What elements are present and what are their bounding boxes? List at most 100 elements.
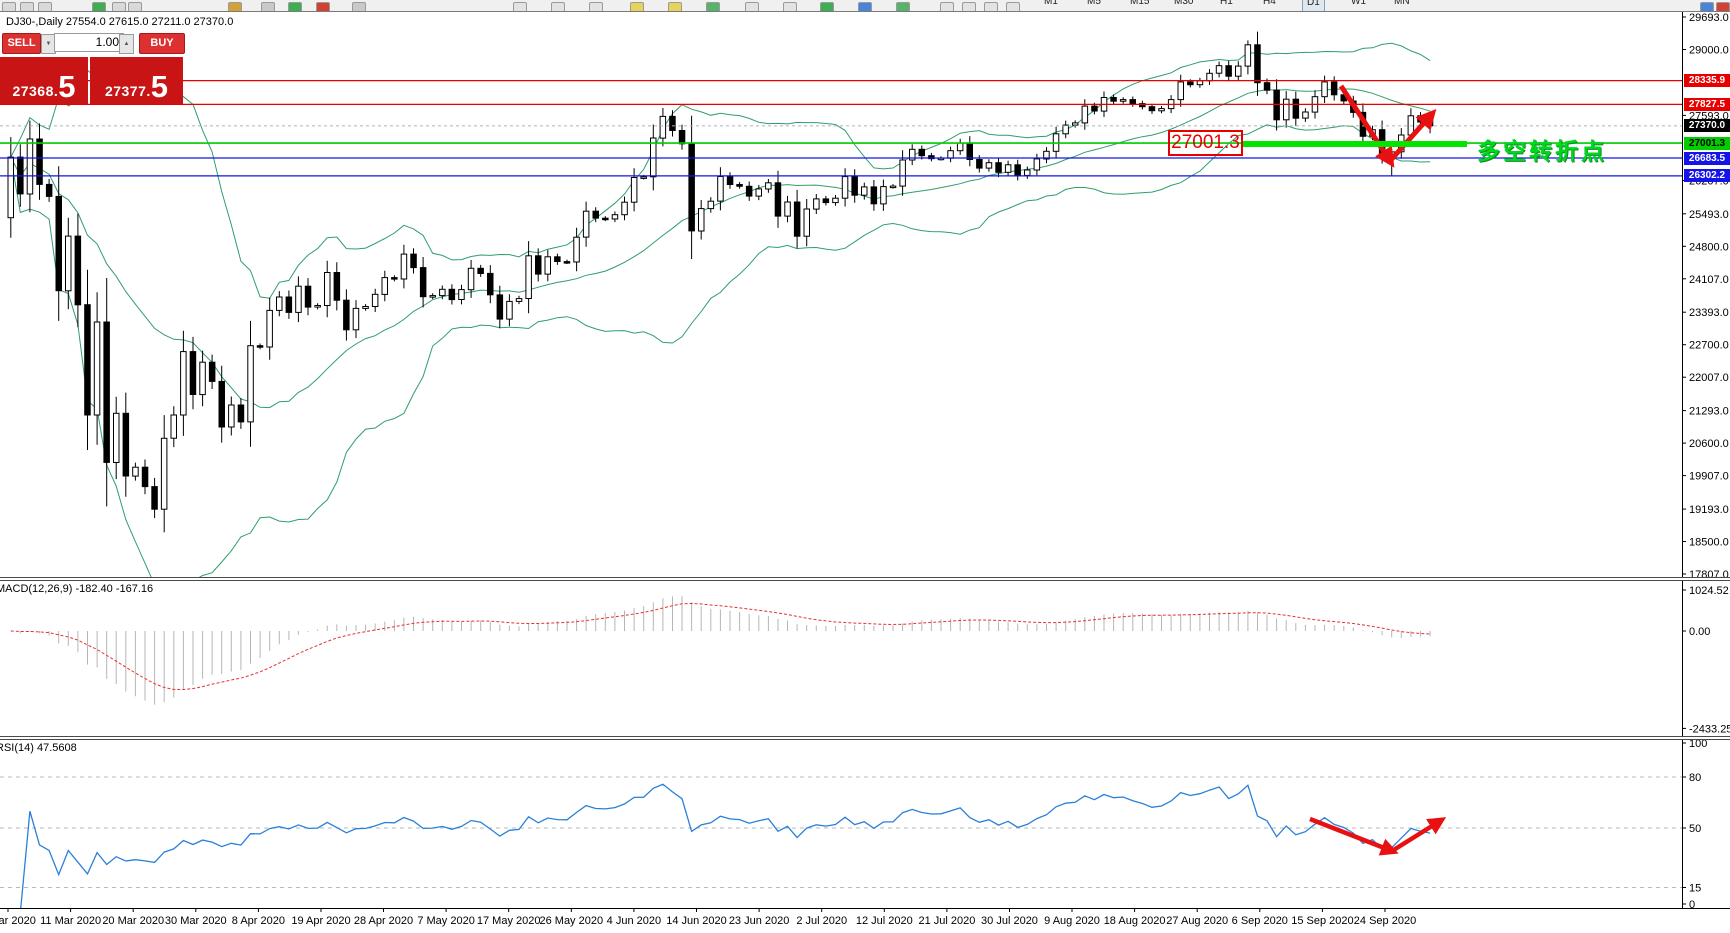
price-axis-label: 22700.0 bbox=[1689, 340, 1729, 352]
toolbar-icon[interactable] bbox=[288, 2, 302, 11]
timeframe-button-m1[interactable]: M1 bbox=[1044, 0, 1058, 7]
toolbar-icon[interactable] bbox=[984, 2, 998, 11]
volume-input[interactable]: 1.00 bbox=[54, 33, 124, 52]
toolbar-icon[interactable] bbox=[820, 2, 834, 11]
date-label: 8 Apr 2020 bbox=[232, 915, 285, 927]
rsi-axis-label: 0 bbox=[1689, 899, 1695, 911]
date-label: 24 Sep 2020 bbox=[1354, 915, 1416, 927]
toolbar-icon[interactable] bbox=[112, 2, 126, 11]
macd-signal-line bbox=[10, 602, 1431, 690]
toolbar-icon[interactable] bbox=[228, 2, 242, 11]
rsi-axis-label: 50 bbox=[1689, 823, 1701, 835]
toolbar-icon[interactable] bbox=[668, 2, 682, 11]
date-label: 4 Jun 2020 bbox=[607, 915, 661, 927]
rsi-trend-arrow[interactable] bbox=[1390, 817, 1447, 853]
volume-increase-button[interactable]: ▲ bbox=[119, 34, 134, 54]
toolbar-icon[interactable] bbox=[128, 2, 142, 11]
date-label: 12 Jul 2020 bbox=[856, 915, 913, 927]
trend-arrow[interactable] bbox=[1338, 84, 1395, 168]
bollinger-lower-band bbox=[10, 124, 1431, 577]
toolbar-icon[interactable] bbox=[261, 2, 275, 11]
price-axis-label: 19193.0 bbox=[1689, 504, 1729, 516]
toolbar-icon[interactable] bbox=[783, 2, 797, 11]
macd-axis-label: -2433.25 bbox=[1689, 723, 1730, 735]
price-axis-label: 23393.0 bbox=[1689, 307, 1729, 319]
date-label: 30 Mar 2020 bbox=[165, 915, 227, 927]
timeframe-button-h1[interactable]: H1 bbox=[1220, 0, 1233, 7]
toolbar-icon[interactable] bbox=[896, 2, 910, 11]
toolbar-icon[interactable] bbox=[745, 2, 759, 11]
toolbar-icon[interactable] bbox=[38, 2, 52, 11]
toolbar-icon[interactable] bbox=[2, 2, 16, 11]
timeframe-button-w1[interactable]: W1 bbox=[1351, 0, 1366, 7]
toolbar-icon[interactable] bbox=[551, 2, 565, 11]
panel-separator-rsi[interactable] bbox=[0, 736, 1730, 740]
date-label: 21 Jul 2020 bbox=[918, 915, 975, 927]
toolbar-icon[interactable] bbox=[706, 2, 720, 11]
date-label: 28 Apr 2020 bbox=[354, 915, 413, 927]
date-label: 20 Mar 2020 bbox=[102, 915, 164, 927]
price-flag-annotation[interactable]: 27001.3 bbox=[1168, 130, 1243, 156]
trend-arrow[interactable] bbox=[1388, 109, 1437, 163]
date-label: 7 May 2020 bbox=[417, 915, 474, 927]
sell-price[interactable]: 27368. 5 bbox=[0, 57, 88, 104]
date-label: 17 May 2020 bbox=[477, 915, 541, 927]
toolbar-icon[interactable] bbox=[1006, 2, 1020, 11]
buy-button[interactable]: BUY bbox=[139, 33, 185, 54]
price-axis-label: 24107.0 bbox=[1689, 274, 1729, 286]
toolbar-icon[interactable] bbox=[962, 2, 976, 11]
timeframe-button-h4[interactable]: H4 bbox=[1263, 0, 1276, 7]
toolbar-icon[interactable] bbox=[513, 2, 527, 11]
rsi-trend-arrow[interactable] bbox=[1309, 816, 1399, 856]
panel-separator-macd[interactable] bbox=[0, 577, 1730, 581]
rsi-axis-label: 100 bbox=[1689, 738, 1707, 750]
timeframe-button-m15[interactable]: M15 bbox=[1130, 0, 1150, 7]
price-axis-label: 29693.0 bbox=[1689, 12, 1729, 24]
sell-button[interactable]: SELL bbox=[2, 33, 41, 54]
toolbar-icon[interactable] bbox=[1716, 2, 1730, 11]
toolbar-icon[interactable] bbox=[858, 2, 872, 11]
price-badge-27827.5: 27827.5 bbox=[1684, 97, 1730, 111]
date-label: 14 Jun 2020 bbox=[666, 915, 727, 927]
price-badge-26683.5: 26683.5 bbox=[1684, 151, 1730, 165]
toolbar-icon[interactable] bbox=[20, 2, 34, 11]
toolbar-icon[interactable] bbox=[589, 2, 603, 11]
price-axis-label: 18500.0 bbox=[1689, 537, 1729, 549]
price-badge-27001.3: 27001.3 bbox=[1684, 136, 1730, 150]
macd-axis-label: 1024.52 bbox=[1689, 585, 1729, 597]
toolbar-icon[interactable] bbox=[1700, 2, 1714, 11]
date-label: 26 May 2020 bbox=[539, 915, 603, 927]
price-badge-28335.9: 28335.9 bbox=[1684, 74, 1730, 88]
chart-symbol-period: DJ30-,Daily bbox=[6, 16, 63, 28]
price-axis-label: 25493.0 bbox=[1689, 209, 1729, 221]
price-axis-label: 29000.0 bbox=[1689, 45, 1729, 57]
date-label: 23 Jun 2020 bbox=[729, 915, 790, 927]
toolbar-icon[interactable] bbox=[352, 2, 366, 11]
date-label: 15 Sep 2020 bbox=[1291, 915, 1353, 927]
timeframe-button-m30[interactable]: M30 bbox=[1174, 0, 1194, 7]
cn-text-annotation[interactable]: 多空转折点 bbox=[1477, 138, 1607, 164]
timeframe-button-d1[interactable]: D1 bbox=[1302, 0, 1325, 11]
timeframe-button-m5[interactable]: M5 bbox=[1087, 0, 1101, 7]
date-label: 30 Jul 2020 bbox=[981, 915, 1038, 927]
toolbar-icon[interactable] bbox=[940, 2, 954, 11]
trend-highlight-bar[interactable] bbox=[1243, 141, 1467, 147]
price-axis-label: 22007.0 bbox=[1689, 372, 1729, 384]
rsi-axis-label: 15 bbox=[1689, 883, 1701, 895]
date-label: 6 Sep 2020 bbox=[1232, 915, 1288, 927]
macd-indicator-label: MACD(12,26,9) -182.40 -167.16 bbox=[0, 583, 154, 595]
price-axis-label: 19907.0 bbox=[1689, 471, 1729, 483]
price-axis-label: 24800.0 bbox=[1689, 241, 1729, 253]
chart-ohlc-values: 27554.0 27615.0 27211.0 27370.0 bbox=[65, 16, 234, 28]
price-badge-26302.2: 26302.2 bbox=[1684, 169, 1730, 183]
toolbar-icon[interactable] bbox=[92, 2, 106, 11]
toolbar-icon[interactable] bbox=[630, 2, 644, 11]
buy-price[interactable]: 27377. 5 bbox=[90, 57, 183, 104]
date-label: 19 Apr 2020 bbox=[291, 915, 350, 927]
macd-axis-label: 0.00 bbox=[1689, 626, 1710, 638]
timeframe-button-mn[interactable]: MN bbox=[1394, 0, 1410, 7]
buy-price-big-digit: 5 bbox=[150, 69, 169, 104]
toolbar-icon[interactable] bbox=[316, 2, 330, 11]
macd-histogram bbox=[19, 596, 1431, 705]
